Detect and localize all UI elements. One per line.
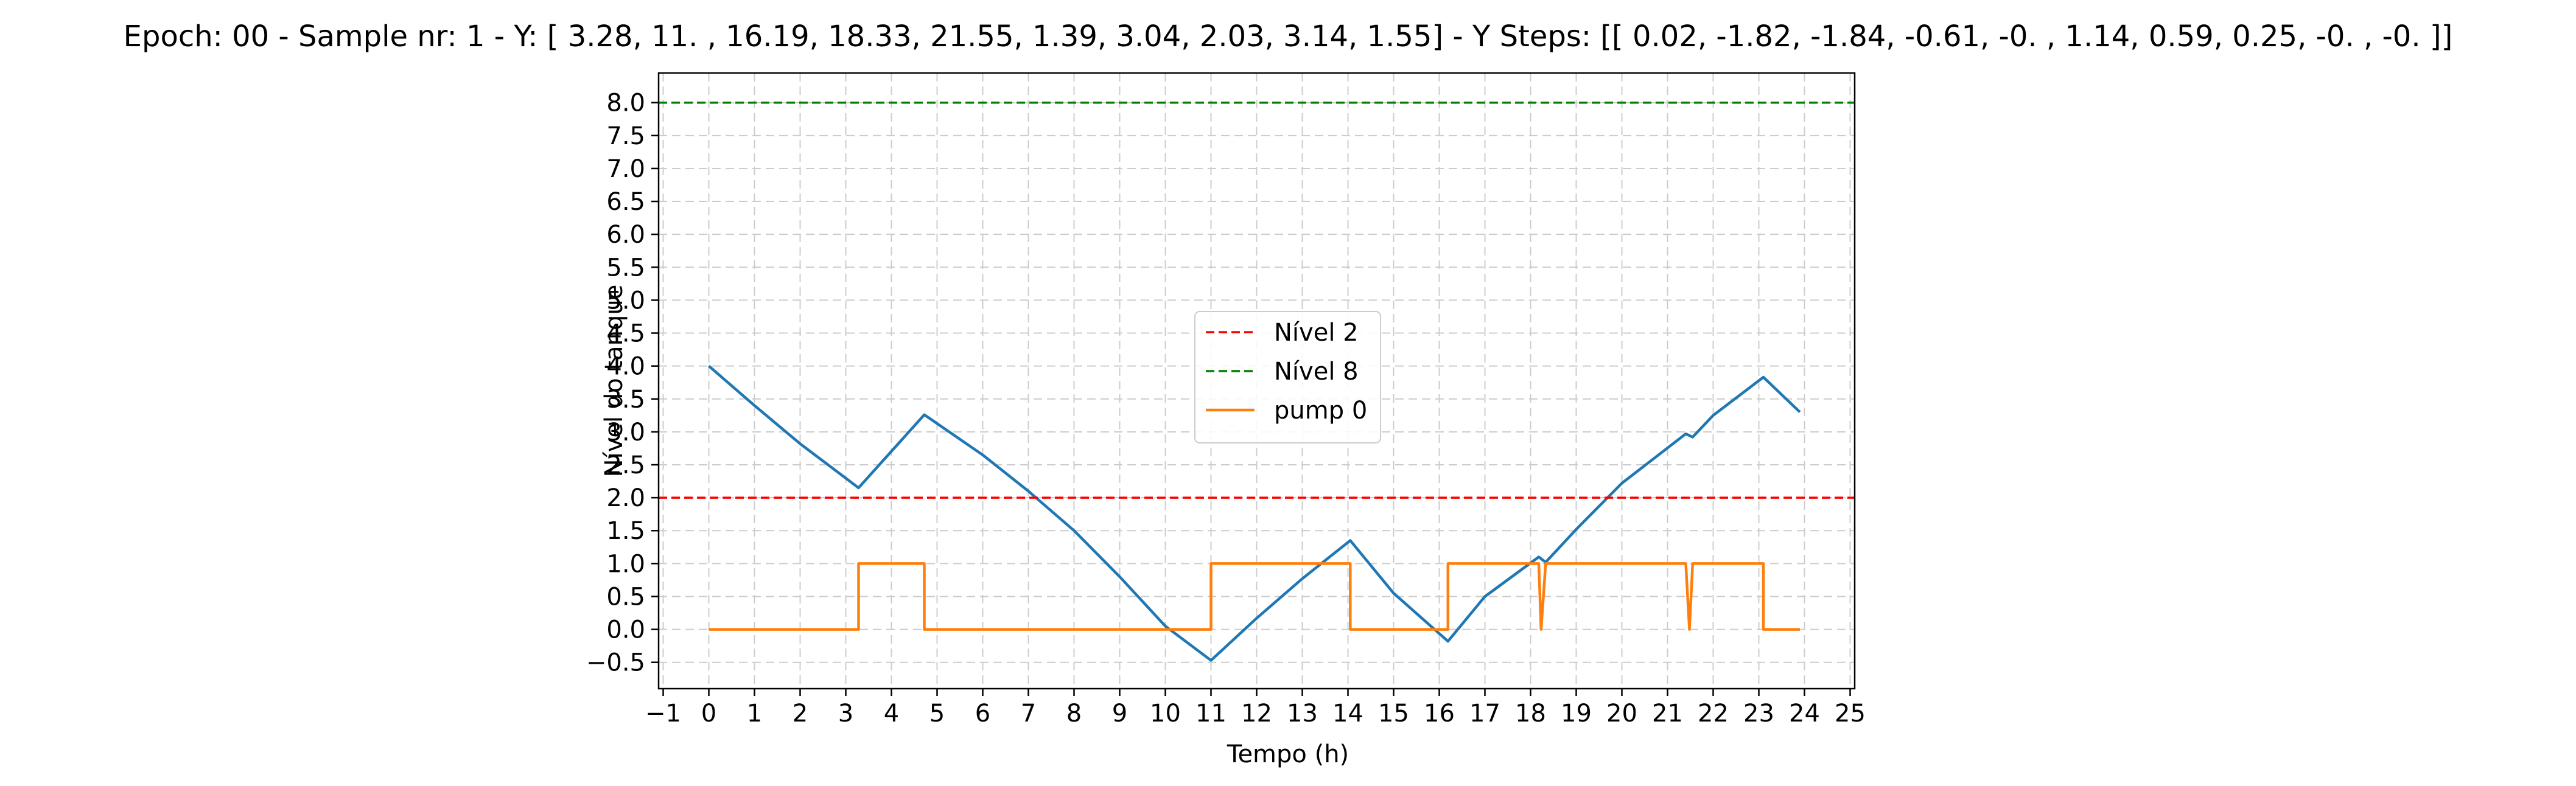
x-tick-label-1: 0 xyxy=(701,700,716,728)
x-tick-label-18: 17 xyxy=(1469,700,1500,728)
x-tick-label-0: −1 xyxy=(645,700,681,728)
x-tick-label-5: 4 xyxy=(884,700,899,728)
x-tick-label-16: 15 xyxy=(1378,700,1409,728)
y-tick-label-5: 2.0 xyxy=(606,484,645,512)
y-tick-label-15: 7.0 xyxy=(606,155,645,183)
x-tick-label-9: 8 xyxy=(1066,700,1082,728)
x-tick-label-12: 11 xyxy=(1195,700,1227,728)
y-tick-label-17: 8.0 xyxy=(606,89,645,117)
series-pump-0 xyxy=(709,562,1800,631)
y-tick-label-10: 4.5 xyxy=(606,320,645,348)
x-tick-label-26: 25 xyxy=(1835,700,1866,728)
y-tick-label-16: 7.5 xyxy=(606,122,645,150)
y-tick-label-3: 1.0 xyxy=(606,550,645,578)
x-tick-label-19: 18 xyxy=(1515,700,1546,728)
x-tick-label-2: 1 xyxy=(747,700,762,728)
x-tick-label-13: 12 xyxy=(1241,700,1272,728)
y-tick-label-12: 5.5 xyxy=(606,254,645,282)
y-tick-label-14: 6.5 xyxy=(606,188,645,216)
x-tick-label-24: 23 xyxy=(1743,700,1774,728)
x-tick-label-22: 21 xyxy=(1652,700,1683,728)
y-tick-label-9: 4.0 xyxy=(606,353,645,381)
x-tick-label-17: 16 xyxy=(1424,700,1455,728)
legend: Nível 2 Nível 8 pump 0 xyxy=(1194,311,1381,443)
y-tick-label-1: 0.0 xyxy=(606,616,645,644)
legend-label-n-vel-2: Nível 2 xyxy=(1274,319,1359,347)
x-tick-label-4: 3 xyxy=(838,700,853,728)
legend-label-n-vel-8: Nível 8 xyxy=(1274,358,1359,386)
y-tick-label-2: 0.5 xyxy=(606,583,645,611)
y-tick-label-6: 2.5 xyxy=(606,451,645,479)
x-tick-label-14: 13 xyxy=(1287,700,1318,728)
y-tick-label-8: 3.5 xyxy=(606,386,645,414)
y-axis-ticks: −0.5 0.0 0.5 1.0 1.5 2.0 2.5 3.0 3.5 4.0 4.5 5.0 5.5… xyxy=(586,89,659,677)
y-tick-label-11: 5.0 xyxy=(606,287,645,315)
y-tick-label-0: −0.5 xyxy=(586,649,645,677)
x-tick-label-10: 9 xyxy=(1112,700,1127,728)
legend-label-pump-0: pump 0 xyxy=(1274,397,1367,425)
chart-title: Epoch: 00 - Sample nr: 1 - Y: [ 3.28, 11… xyxy=(124,19,2453,54)
x-tick-label-7: 6 xyxy=(975,700,990,728)
x-tick-label-23: 22 xyxy=(1698,700,1729,728)
x-axis-ticks: −1 0 1 2 3 4 5 6 7 8 9 10 11 12 13 14 15 16 17 18 19 20 21 22 23… xyxy=(645,689,1866,728)
x-tick-label-3: 2 xyxy=(793,700,808,728)
x-tick-label-8: 7 xyxy=(1021,700,1036,728)
series-tank-level xyxy=(708,364,1801,662)
y-tick-label-7: 3.0 xyxy=(606,419,645,447)
x-tick-label-15: 14 xyxy=(1332,700,1363,728)
y-tick-label-13: 6.0 xyxy=(606,221,645,249)
x-axis-label: Tempo (h) xyxy=(1227,740,1349,768)
x-tick-label-6: 5 xyxy=(929,700,945,728)
x-tick-label-20: 19 xyxy=(1561,700,1592,728)
x-tick-label-25: 24 xyxy=(1789,700,1820,728)
y-tick-label-4: 1.5 xyxy=(606,517,645,545)
y-axis-label: Nível do tanque xyxy=(600,285,628,478)
grid xyxy=(659,73,1855,689)
x-tick-label-21: 20 xyxy=(1606,700,1637,728)
series-layer xyxy=(659,101,1855,662)
x-tick-label-11: 10 xyxy=(1150,700,1181,728)
